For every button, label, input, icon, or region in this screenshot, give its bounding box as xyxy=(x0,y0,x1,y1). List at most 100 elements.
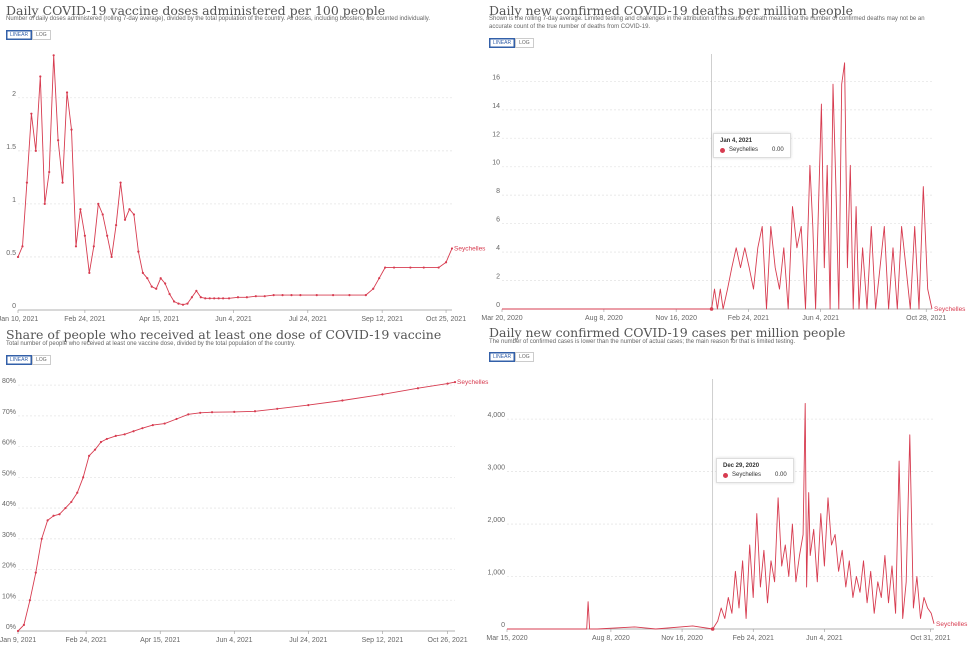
data-point xyxy=(123,218,127,221)
data-point xyxy=(331,294,335,297)
data-point xyxy=(253,410,257,413)
x-tick-label: Sep 12, 2021 xyxy=(361,316,403,323)
series-color-dot xyxy=(720,147,725,153)
data-point xyxy=(48,170,51,174)
x-tick-label: Oct 25, 2021 xyxy=(426,316,466,323)
tooltip-series: Seychelles xyxy=(732,472,762,478)
y-tick-label: 50% xyxy=(2,470,16,477)
data-point xyxy=(163,422,166,425)
chart-panel-share-vaccinated: Share of people who received at least on… xyxy=(0,325,489,649)
series-end-label: Seychelles xyxy=(457,379,489,386)
y-tick-label: 0 xyxy=(501,622,505,629)
x-tick-label: Oct 28, 2021 xyxy=(906,315,946,322)
x-tick-label: Oct 31, 2021 xyxy=(910,635,950,642)
x-tick-label: Jul 24, 2021 xyxy=(289,637,327,644)
y-tick-label: 14 xyxy=(492,103,500,110)
data-point xyxy=(348,294,351,297)
chart-title: Daily new confirmed COVID-19 deaths per … xyxy=(489,3,854,18)
chart-panel-vaccine-doses: Daily COVID-19 vaccine doses administere… xyxy=(0,0,486,325)
data-point xyxy=(409,266,412,269)
y-tick-label: 60% xyxy=(2,440,16,447)
linear-scale-button[interactable]: LINEAR xyxy=(489,352,516,362)
data-point xyxy=(114,434,117,437)
chart-subtitle: Shown is the rolling 7-day average. Limi… xyxy=(489,16,925,30)
linear-scale-button[interactable]: LINEAR xyxy=(489,38,516,48)
data-point xyxy=(381,393,384,396)
data-point xyxy=(58,513,61,516)
data-point xyxy=(132,213,136,216)
x-tick-label: Jan 10, 2021 xyxy=(0,316,38,323)
data-point xyxy=(276,407,279,410)
x-tick-label: Feb 24, 2021 xyxy=(66,637,107,644)
x-tick-label: Feb 24, 2021 xyxy=(64,316,105,323)
data-point xyxy=(70,128,73,131)
scale-toggle: LINEAR LOG xyxy=(489,38,534,48)
data-point xyxy=(384,266,387,269)
data-point xyxy=(199,296,202,299)
y-tick-label: 10% xyxy=(2,593,16,600)
data-point xyxy=(315,294,318,297)
tooltip-date: Jan 4, 2021 xyxy=(720,138,753,144)
x-tick-label: Jan 9, 2021 xyxy=(0,637,36,644)
log-scale-button[interactable]: LOG xyxy=(32,30,51,40)
data-point xyxy=(114,224,118,227)
x-tick-label: Nov 16, 2020 xyxy=(661,635,703,642)
data-point xyxy=(70,500,73,504)
chart-panel-cases: Daily new confirmed COVID-19 cases per m… xyxy=(485,325,970,649)
data-point xyxy=(168,292,171,296)
chart-subtitle: The number of confirmed cases is lower t… xyxy=(489,339,796,345)
data-point xyxy=(378,277,381,280)
data-point xyxy=(34,571,37,574)
data-point xyxy=(159,277,162,280)
y-tick-label: 2,000 xyxy=(487,517,505,524)
chart-plot-area[interactable]: 0 0.5 1 1.5 2 Jan 10, 2021 Feb 24, 2021 Apr 15,… xyxy=(0,0,486,325)
chart-plot-area[interactable]: 0 2 4 6 8 10 12 14 16 Mar 20, 2020 Aug 8, 2020 Nov … xyxy=(481,0,970,325)
x-tick-label: Apr 15, 2021 xyxy=(139,316,179,323)
data-point xyxy=(208,297,211,300)
scale-toggle: LINEAR LOG xyxy=(489,352,534,362)
data-point xyxy=(82,476,85,479)
x-tick-label: Oct 26, 2021 xyxy=(428,637,468,644)
log-scale-button[interactable]: LOG xyxy=(515,38,534,48)
data-point xyxy=(416,387,420,390)
chart-panel-deaths: Daily new confirmed COVID-19 deaths per … xyxy=(481,0,970,325)
chart-plot-area[interactable]: 0 1,000 2,000 3,000 4,000 Mar 15, 2020 Aug 8, … xyxy=(485,325,970,649)
data-point xyxy=(21,245,24,248)
series-color-dot xyxy=(723,472,728,478)
data-point xyxy=(76,491,79,494)
y-tick-label: 16 xyxy=(492,74,500,81)
data-point xyxy=(105,437,108,441)
data-point xyxy=(65,91,69,94)
data-point xyxy=(119,181,122,184)
data-point xyxy=(195,289,198,292)
data-point xyxy=(186,302,189,305)
data-point xyxy=(450,247,454,250)
series-line xyxy=(502,62,933,310)
y-tick-label: 4,000 xyxy=(487,412,505,419)
linear-scale-button[interactable]: LINEAR xyxy=(6,355,33,365)
y-tick-label: 2 xyxy=(496,274,500,281)
data-point xyxy=(52,514,55,517)
data-point xyxy=(39,75,42,78)
x-tick-label: Jun 4, 2021 xyxy=(802,315,839,322)
tooltip-series: Seychelles xyxy=(729,147,759,153)
y-tick-label: 0 xyxy=(12,303,16,310)
x-tick-label: Mar 20, 2020 xyxy=(481,315,522,322)
y-tick-label: 4 xyxy=(496,245,500,252)
y-tick-label: 70% xyxy=(2,409,16,416)
data-point xyxy=(52,54,55,57)
log-scale-button[interactable]: LOG xyxy=(515,352,534,362)
data-point xyxy=(272,294,275,297)
data-point xyxy=(281,294,284,297)
chart-plot-area[interactable]: 0% 10% 20% 30% 40% 50% 60% 70% 80% Jan 9, 2021 Feb… xyxy=(0,325,489,649)
log-scale-button[interactable]: LOG xyxy=(32,355,51,365)
data-point xyxy=(16,629,20,633)
data-point xyxy=(227,297,231,300)
data-point xyxy=(106,234,109,237)
data-point xyxy=(290,294,293,297)
series-end-label: Seychelles xyxy=(934,306,966,313)
x-tick-label: Mar 15, 2020 xyxy=(486,635,527,642)
linear-scale-button[interactable]: LINEAR xyxy=(6,30,33,40)
data-point xyxy=(16,255,20,259)
data-point xyxy=(132,430,135,433)
